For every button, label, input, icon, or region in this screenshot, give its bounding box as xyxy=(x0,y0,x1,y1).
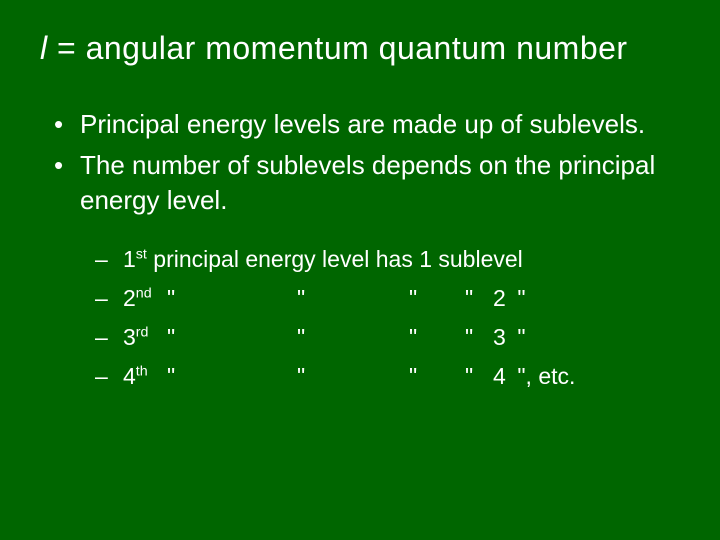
ordinal: 2nd xyxy=(123,285,167,312)
trail: " xyxy=(511,324,526,350)
ditto-mark: " xyxy=(409,363,465,390)
ordinal: 3rd xyxy=(123,324,167,351)
sub-bullet-list: 1st principal energy level has 1 subleve… xyxy=(95,246,680,390)
count: 2 xyxy=(493,285,511,312)
sub-text: principal energy level has 1 sublevel xyxy=(147,246,523,272)
title-equals: = xyxy=(48,30,86,66)
ditto-mark: " xyxy=(465,324,493,351)
count: 3 xyxy=(493,324,511,351)
bullet-item: Principal energy levels are made up of s… xyxy=(50,107,680,142)
bullet-item: The number of sublevels depends on the p… xyxy=(50,148,680,218)
title-variable: l xyxy=(40,30,48,66)
sub-bullet-item: 4th""""4 ", etc. xyxy=(95,363,680,390)
ditto-mark: " xyxy=(297,324,409,351)
ditto-mark: " xyxy=(297,363,409,390)
trail: " xyxy=(511,285,526,311)
sub-bullet-item: 2nd""""2 " xyxy=(95,285,680,312)
ditto-mark: " xyxy=(409,285,465,312)
sub-bullet-item: 3rd""""3 " xyxy=(95,324,680,351)
title-text: angular momentum quantum number xyxy=(86,30,628,66)
ditto-mark: " xyxy=(167,285,297,312)
trail: ", etc. xyxy=(511,363,575,389)
slide-title: l = angular momentum quantum number xyxy=(40,30,680,67)
ditto-mark: " xyxy=(465,363,493,390)
sub-bullet-item: 1st principal energy level has 1 subleve… xyxy=(95,246,680,273)
slide: l = angular momentum quantum number Prin… xyxy=(0,0,720,540)
ditto-mark: " xyxy=(465,285,493,312)
ditto-mark: " xyxy=(297,285,409,312)
main-bullet-list: Principal energy levels are made up of s… xyxy=(50,107,680,218)
ditto-mark: " xyxy=(167,363,297,390)
count: 4 xyxy=(493,363,511,390)
ordinal: 4th xyxy=(123,363,167,390)
ditto-mark: " xyxy=(167,324,297,351)
ditto-mark: " xyxy=(409,324,465,351)
ordinal: 1st xyxy=(123,246,147,273)
